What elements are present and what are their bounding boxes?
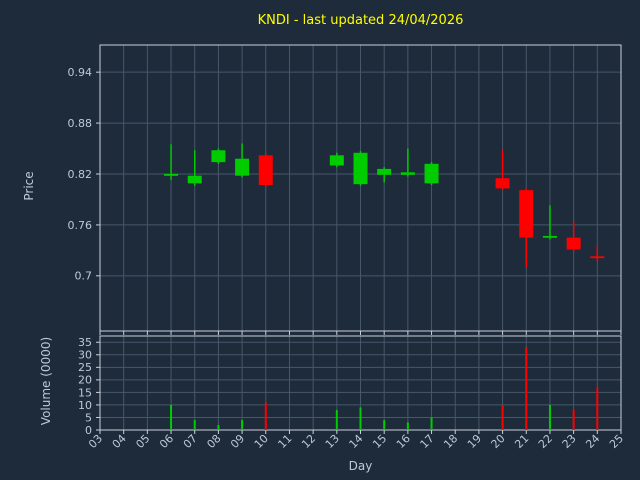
x-tick-label: 08	[204, 432, 223, 451]
candle-body-day-15	[377, 168, 392, 175]
candle-body-day-7	[187, 175, 202, 184]
candle-body-day-13	[329, 155, 344, 166]
volume-tick-label: 0	[85, 424, 92, 437]
x-axis-label: Day	[348, 459, 373, 473]
candle-body-day-10	[258, 155, 273, 186]
x-tick-label: 22	[536, 432, 555, 451]
volume-tick-label: 20	[78, 374, 92, 387]
x-tick-label: 13	[323, 432, 342, 451]
price-tick-label: 0.82	[68, 168, 93, 181]
candle-body-day-22	[542, 235, 557, 238]
x-tick-label: 21	[512, 432, 531, 451]
x-tick-label: 15	[370, 432, 389, 451]
x-tick-label: 12	[299, 432, 318, 451]
volume-tick-label: 10	[78, 399, 92, 412]
candle-body-day-21	[519, 190, 534, 238]
volume-tick-label: 25	[78, 361, 92, 374]
volume-tick-label: 5	[85, 411, 92, 424]
x-tick-label: 09	[228, 432, 247, 451]
candle-body-day-16	[400, 172, 415, 175]
x-tick-label: 18	[441, 432, 460, 451]
x-tick-label: 14	[347, 432, 366, 451]
volume-tick-label: 30	[78, 349, 92, 362]
volume-tick-label: 15	[78, 386, 92, 399]
candle-body-day-9	[235, 158, 250, 176]
x-tick-label: 11	[275, 432, 294, 451]
price-tick-label: 0.88	[68, 117, 93, 130]
price-tick-label: 0.7	[75, 270, 93, 283]
axes-spine	[99, 44, 622, 332]
x-tick-label: 04	[110, 432, 129, 451]
candle-body-day-23	[566, 237, 581, 250]
chart-title: KNDI - last updated 24/04/2026	[257, 13, 464, 28]
volume-tick-label: 35	[78, 336, 92, 349]
x-tick-label: 25	[607, 432, 626, 451]
candle-body-day-24	[590, 256, 605, 259]
x-tick-label: 10	[252, 432, 271, 451]
candle-body-day-6	[164, 173, 179, 176]
candle-body-day-14	[353, 152, 368, 185]
x-tick-label: 20	[489, 432, 508, 451]
price-tick-label: 0.94	[68, 66, 93, 79]
x-tick-label: 23	[560, 432, 579, 451]
x-tick-label: 24	[583, 432, 602, 451]
x-tick-label: 06	[157, 432, 176, 451]
x-tick-label: 17	[418, 432, 437, 451]
price-tick-label: 0.76	[68, 219, 93, 232]
candle-body-day-20	[495, 178, 510, 189]
candle-body-day-8	[211, 150, 226, 163]
candle-body-day-17	[424, 163, 439, 184]
x-tick-label: 07	[181, 432, 200, 451]
x-tick-label: 05	[133, 432, 152, 451]
x-tick-label: 19	[465, 432, 484, 451]
x-tick-label: 16	[394, 432, 413, 451]
